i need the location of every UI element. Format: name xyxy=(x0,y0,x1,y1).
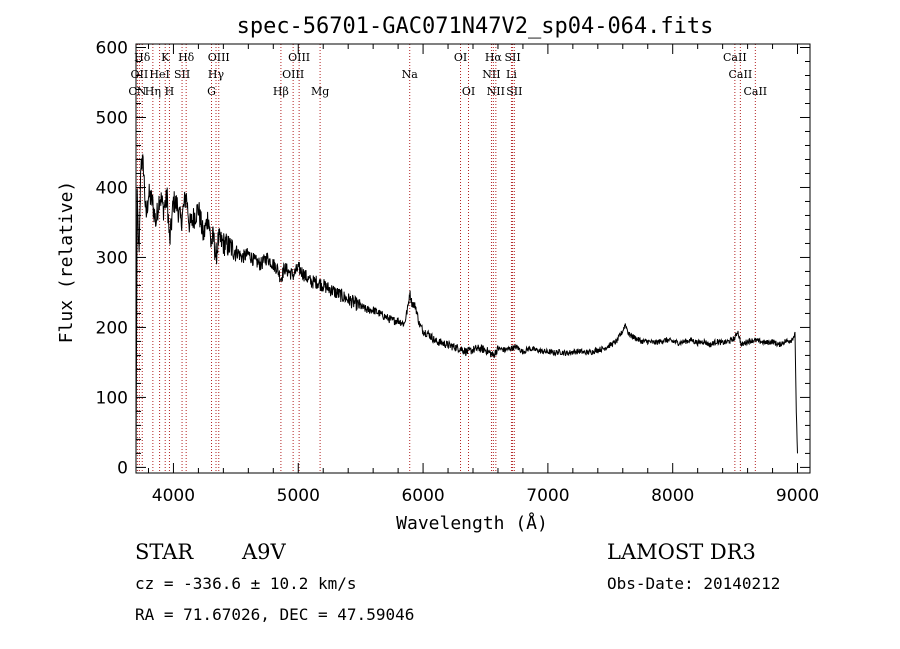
line-label-21: G xyxy=(207,85,216,98)
line-label-26: SII xyxy=(506,85,522,98)
x-axis-label: Wavelength (Å) xyxy=(396,512,548,534)
line-label-3: OIII xyxy=(208,51,230,64)
spectral-line-markers xyxy=(136,44,756,473)
y-axis-label: Flux (relative) xyxy=(56,181,77,344)
line-label-12: Hγ xyxy=(208,68,225,81)
observation-date: Obs-Date: 20140212 xyxy=(607,574,781,593)
line-label-19: Hη xyxy=(145,85,161,98)
line-label-11: SII xyxy=(174,68,190,81)
line-label-20: H xyxy=(165,85,175,98)
y-tick-label-2: 200 xyxy=(96,318,128,338)
x-tick-label-2: 6000 xyxy=(401,486,444,506)
line-label-17: CaII xyxy=(729,68,753,81)
y-tick-label-0: 0 xyxy=(117,458,128,478)
y-tick-label-3: 300 xyxy=(96,248,128,268)
spectral-subclass: A9V xyxy=(242,540,286,564)
line-label-25: NII xyxy=(487,85,505,98)
line-label-24: OI xyxy=(462,85,475,98)
x-tick-label-3: 7000 xyxy=(526,486,569,506)
line-label-1: K xyxy=(161,51,170,64)
line-label-18: CN xyxy=(128,85,146,98)
redshift-velocity: cz = -336.6 ± 10.2 km/s xyxy=(135,574,357,593)
coordinates: RA = 71.67026, DEC = 47.59046 xyxy=(135,605,415,624)
line-label-5: OI xyxy=(454,51,467,64)
line-label-15: NII xyxy=(482,68,500,81)
spectrum-line xyxy=(135,153,798,457)
survey-name: LAMOST DR3 xyxy=(607,540,756,564)
line-label-27: CaII xyxy=(743,85,767,98)
y-tick-label-1: 100 xyxy=(96,388,128,408)
line-label-22: Hβ xyxy=(273,85,289,98)
line-label-7: SII xyxy=(504,51,520,64)
line-label-14: Na xyxy=(402,68,419,81)
line-label-8: CaII xyxy=(723,51,747,64)
line-label-4: OIII xyxy=(288,51,310,64)
line-label-0: Hδ xyxy=(134,51,151,64)
x-tick-label-5: 9000 xyxy=(776,486,819,506)
line-label-2: Hδ xyxy=(178,51,195,64)
y-axis-ticks: 0 100 200 300 400 500 600 xyxy=(96,38,810,478)
x-tick-label-1: 5000 xyxy=(277,486,320,506)
line-label-9: OII xyxy=(131,68,149,81)
y-tick-label-6: 600 xyxy=(96,38,128,58)
line-label-23: Mg xyxy=(311,85,329,98)
line-label-16: Li xyxy=(506,68,517,81)
x-tick-label-0: 4000 xyxy=(152,486,195,506)
line-label-13: OIII xyxy=(282,68,304,81)
chart-title: spec-56701-GAC071N47V2_sp04-064.fits xyxy=(237,14,714,39)
x-axis-ticks: 4000 5000 6000 7000 8000 9000 xyxy=(147,44,819,506)
x-tick-label-4: 8000 xyxy=(651,486,694,506)
y-tick-label-4: 400 xyxy=(96,178,128,198)
object-class: STAR xyxy=(135,540,194,564)
y-tick-label-5: 500 xyxy=(96,108,128,128)
line-label-6: Hα xyxy=(485,51,503,64)
line-label-10: HeI xyxy=(149,68,169,81)
